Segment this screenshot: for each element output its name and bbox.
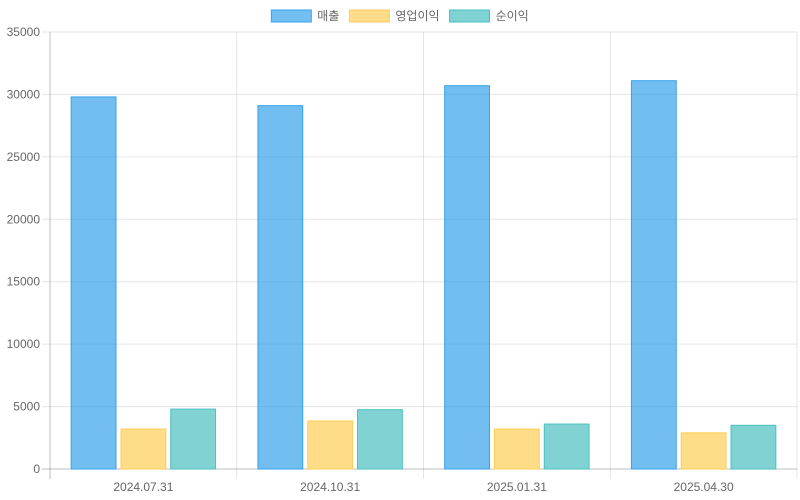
y-tick-label: 0 <box>33 462 40 476</box>
bar[interactable] <box>543 423 590 470</box>
axes: 0 5000 10000 15000 20000 25000 30000 35000 2024.… <box>7 25 734 494</box>
y-tick-label: 5000 <box>13 400 40 414</box>
y-tick-label: 25000 <box>7 150 41 164</box>
legend-label: 순이익 <box>496 9 529 23</box>
bar[interactable] <box>70 96 117 470</box>
legend-item[interactable]: 영업이익 <box>348 9 440 23</box>
x-tick-label: 2024.10.31 <box>300 480 360 494</box>
y-tick-label: 20000 <box>7 212 41 226</box>
legend-swatch <box>348 9 390 23</box>
y-tick-label: 10000 <box>7 337 41 351</box>
bar[interactable] <box>630 80 677 470</box>
bar[interactable] <box>680 432 727 470</box>
bars <box>70 80 777 470</box>
legend-item[interactable]: 매출 <box>270 9 339 23</box>
x-tick-label: 2025.01.31 <box>487 480 547 494</box>
bar[interactable] <box>730 424 777 470</box>
legend-item[interactable]: 순이익 <box>449 9 529 23</box>
bar[interactable] <box>307 420 354 470</box>
legend-swatch <box>449 9 491 23</box>
x-tick-label: 2024.07.31 <box>113 480 173 494</box>
bar[interactable] <box>120 428 167 470</box>
legend-label: 영업이익 <box>395 9 439 23</box>
bar[interactable] <box>444 85 490 470</box>
legend-label: 매출 <box>317 9 339 23</box>
bar[interactable] <box>493 428 540 470</box>
grid <box>42 31 798 479</box>
bar[interactable] <box>170 408 217 470</box>
x-tick-label: 2025.04.30 <box>674 480 734 494</box>
legend-swatch <box>270 9 312 23</box>
bar[interactable] <box>257 105 304 470</box>
y-tick-label: 30000 <box>7 87 41 101</box>
legend[interactable]: 매출 영업이익 순이익 <box>270 9 529 23</box>
y-tick-label: 15000 <box>7 275 41 289</box>
bar[interactable] <box>357 409 403 470</box>
y-tick-label: 35000 <box>7 25 41 39</box>
